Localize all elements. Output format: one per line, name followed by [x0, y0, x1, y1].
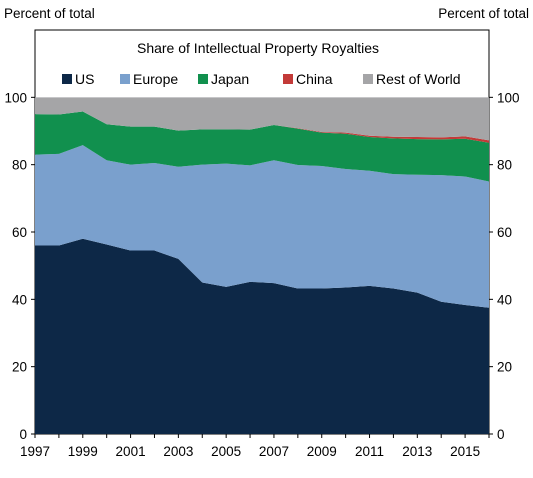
- legend-label-japan: Japan: [211, 71, 249, 87]
- area-layers: [35, 97, 489, 434]
- x-tick-label: 2009: [307, 444, 337, 459]
- left-y-tick-label: 40: [12, 292, 27, 307]
- chart-title: Share of Intellectual Property Royalties: [137, 40, 379, 56]
- x-tick-label: 2005: [211, 444, 241, 459]
- left-y-tick-label: 60: [12, 225, 27, 240]
- left-y-tick-label: 0: [19, 427, 27, 442]
- right-y-tick-label: 20: [497, 360, 512, 375]
- x-tick-label: 1997: [20, 444, 50, 459]
- left-y-tick-label: 100: [4, 90, 27, 105]
- area-rest-of-world: [35, 97, 489, 141]
- x-tick-label: 2007: [259, 444, 289, 459]
- right-y-tick-label: 80: [497, 158, 512, 173]
- right-y-tick-label: 0: [497, 427, 505, 442]
- legend-label-europe: Europe: [133, 71, 178, 87]
- x-tick-label: 1999: [68, 444, 98, 459]
- legend-label-rest-of-world: Rest of World: [376, 71, 461, 87]
- x-tick-label: 2003: [163, 444, 193, 459]
- axes: 0 0 20 20 40 40 60 60 80 80 100 100 1997 1999 2001 2003…: [4, 90, 519, 459]
- left-y-unit-label: Percent of total: [4, 6, 95, 21]
- legend-swatch-europe: [120, 74, 130, 84]
- area-us: [35, 238, 489, 434]
- area-europe: [35, 145, 489, 308]
- left-y-tick-label: 20: [12, 360, 27, 375]
- legend-swatch-rest-of-world: [363, 74, 373, 84]
- right-y-tick-label: 40: [497, 292, 512, 307]
- x-tick-label: 2015: [450, 444, 480, 459]
- x-tick-label: 2011: [355, 444, 384, 459]
- area-japan: [35, 111, 489, 182]
- legend: US Europe Japan China Rest of World: [62, 71, 461, 87]
- legend-swatch-japan: [198, 74, 208, 84]
- legend-label-china: China: [296, 71, 333, 87]
- right-y-tick-label: 60: [497, 225, 512, 240]
- x-tick-label: 2013: [402, 444, 432, 459]
- legend-swatch-china: [283, 74, 293, 84]
- legend-swatch-us: [62, 74, 72, 84]
- right-y-tick-label: 100: [497, 90, 520, 105]
- right-y-unit-label: Percent of total: [438, 6, 529, 21]
- x-tick-label: 2001: [116, 444, 146, 459]
- left-y-tick-label: 80: [12, 158, 27, 173]
- legend-label-us: US: [75, 71, 94, 87]
